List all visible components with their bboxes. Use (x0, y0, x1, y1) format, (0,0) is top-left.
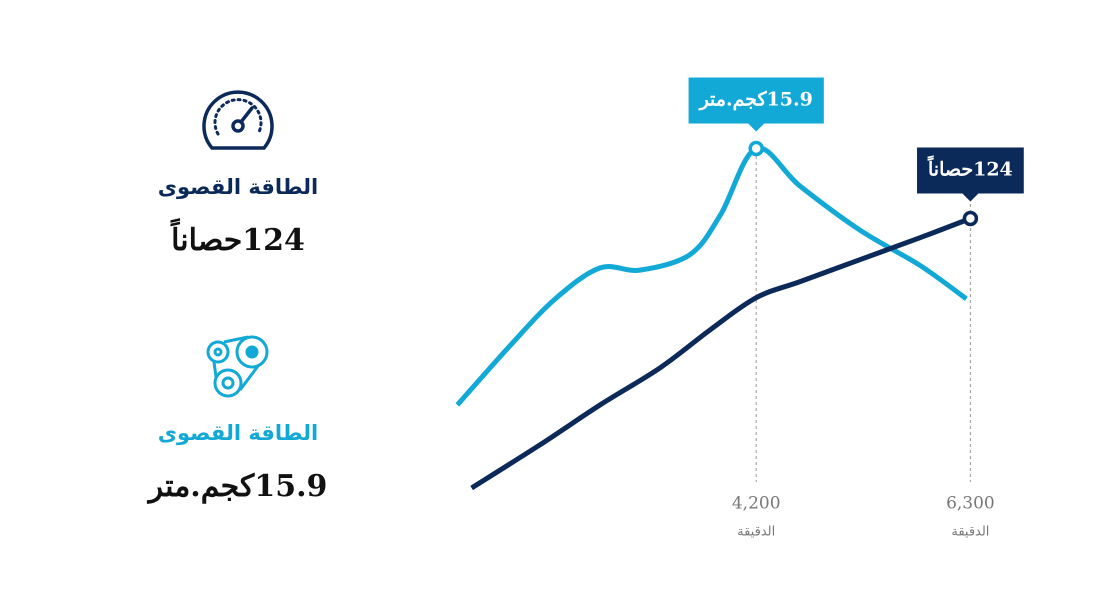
overlays: 15.9كجم.متر 124حصاناً (688, 77, 1024, 227)
callout-pointer (748, 123, 765, 132)
stat-value: 124حصاناً (170, 217, 305, 258)
x-tick-label: 6,300 (946, 494, 995, 514)
data-label: 124حصاناً (927, 154, 1013, 180)
line (455, 145, 968, 407)
peak-marker (962, 210, 979, 227)
stat-value: 15.9كجم.متر (147, 469, 328, 504)
callout-box (917, 147, 1024, 194)
callout-pointer (962, 193, 979, 202)
line (470, 216, 972, 491)
callout: 124حصاناً (917, 147, 1024, 202)
peak-marker (748, 140, 764, 157)
speedometer-icon (202, 90, 274, 150)
stat-title: الطاقة القصوى (158, 421, 319, 445)
x-axis-unit: الدقيقة (951, 525, 989, 540)
stat-title: الطاقة القصوى (158, 175, 319, 199)
x-axis-unit: الدقيقة (737, 525, 775, 540)
x-tick-label: 4,200 (732, 494, 781, 514)
data-label: 15.9كجم.متر (698, 89, 813, 111)
callout: 15.9كجم.متر (688, 77, 824, 132)
engine-belt-icon (206, 335, 269, 398)
callout-box (688, 77, 824, 124)
plot (455, 145, 972, 491)
